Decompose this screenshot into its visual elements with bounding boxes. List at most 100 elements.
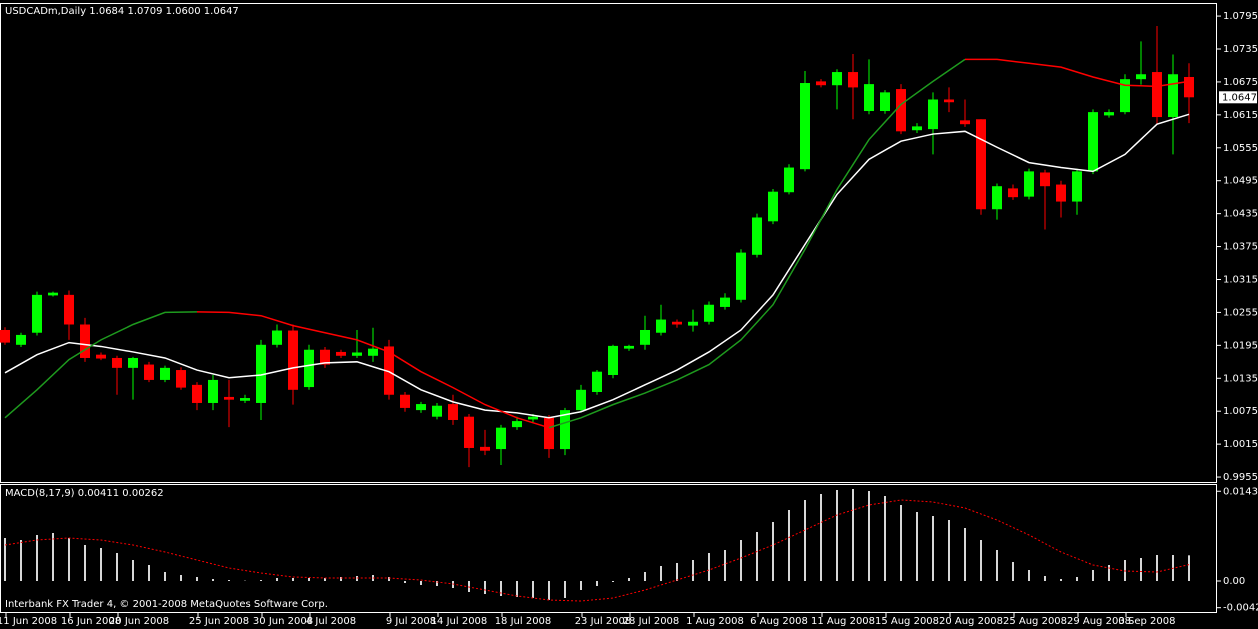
x-tick-label: 30 Jun 2008 xyxy=(253,616,313,627)
histogram-bar xyxy=(276,578,278,581)
candle-body xyxy=(592,371,602,392)
histogram-bar xyxy=(756,532,758,581)
histogram-bar xyxy=(948,520,950,581)
candle-body xyxy=(848,72,858,88)
chart-title: USDCADm,Daily 1.0684 1.0709 1.0600 1.064… xyxy=(5,6,239,17)
histogram-bar xyxy=(196,577,198,581)
histogram-bar xyxy=(116,553,118,581)
candle-body xyxy=(736,252,746,300)
histogram-bar xyxy=(292,578,294,581)
y-tick-label: 0.01436 xyxy=(1223,486,1258,497)
histogram-bar xyxy=(1156,555,1158,581)
x-tick-label: 18 Jul 2008 xyxy=(495,616,552,627)
histogram-bar xyxy=(820,494,822,581)
histogram-bar xyxy=(548,581,550,600)
candle-body xyxy=(608,345,618,375)
y-tick-label: 1.0735 xyxy=(1223,44,1258,55)
candle-body xyxy=(208,379,218,403)
y-tick-label: 1.0495 xyxy=(1223,176,1258,187)
y-tick-label: 1.0675 xyxy=(1223,77,1258,88)
histogram-bar xyxy=(644,572,646,581)
histogram-bar xyxy=(692,560,694,581)
candle-body xyxy=(544,417,554,450)
last-price-label: 1.0647 xyxy=(1222,92,1257,103)
candle-body xyxy=(1024,171,1034,197)
x-tick-label: 9 Jul 2008 xyxy=(386,616,436,627)
line xyxy=(4,499,1190,602)
histogram-bar xyxy=(836,490,838,581)
candle-body xyxy=(160,367,170,380)
candle-body xyxy=(192,384,202,403)
histogram-bar xyxy=(676,563,678,581)
histogram-bar xyxy=(260,580,262,581)
candle-body xyxy=(32,294,42,333)
x-tick-label: 6 Aug 2008 xyxy=(750,616,808,627)
macd-panel-frame xyxy=(0,484,1217,613)
histogram-bar xyxy=(724,550,726,581)
histogram-bar xyxy=(580,581,582,590)
histogram-bar xyxy=(404,581,406,583)
candle-body xyxy=(912,126,922,131)
x-tick-label: 3 Sep 2008 xyxy=(1118,616,1175,627)
histogram-bar xyxy=(324,578,326,581)
candle-body xyxy=(272,330,282,345)
candle-body xyxy=(528,416,538,420)
histogram-bar xyxy=(1044,576,1046,581)
histogram-bar xyxy=(900,505,902,581)
y-tick-label: 1.0555 xyxy=(1223,143,1258,154)
histogram-bar xyxy=(1092,570,1094,581)
candle-body xyxy=(800,83,810,170)
candle-body xyxy=(688,321,698,326)
x-tick-label: 14 Jul 2008 xyxy=(431,616,488,627)
candle-body xyxy=(560,410,570,450)
candle-body xyxy=(928,99,938,130)
histogram-bar xyxy=(932,516,934,581)
candle-body xyxy=(752,217,762,255)
candle-body xyxy=(1072,171,1082,202)
histogram-bar xyxy=(1060,579,1062,581)
candle-body xyxy=(704,304,714,322)
y-tick-label: -0.00427 xyxy=(1223,603,1258,614)
candle-body xyxy=(1056,184,1066,202)
x-tick-label: 1 Aug 2008 xyxy=(686,616,744,627)
candle-body xyxy=(1104,112,1114,116)
candle-body xyxy=(832,72,842,86)
histogram-bar xyxy=(36,535,38,581)
histogram-bar xyxy=(740,540,742,581)
histogram-bar xyxy=(708,553,710,581)
histogram-bar xyxy=(516,581,518,597)
candle-body xyxy=(784,167,794,193)
candle-body xyxy=(1008,188,1018,198)
y-tick-label: 1.0255 xyxy=(1223,307,1258,318)
candle-body xyxy=(336,351,346,356)
histogram-bar xyxy=(852,489,854,581)
line xyxy=(4,113,1190,419)
histogram-bar xyxy=(1012,562,1014,581)
histogram-bar xyxy=(484,581,486,594)
x-tick-label: 29 Aug 2008 xyxy=(1067,616,1131,627)
candle-body xyxy=(496,427,506,450)
histogram-bar xyxy=(788,510,790,581)
candle-body xyxy=(480,446,490,451)
histogram-bar xyxy=(1028,570,1030,581)
histogram-bar xyxy=(1076,577,1078,581)
candle-body xyxy=(816,81,826,86)
histogram-bar xyxy=(980,540,982,581)
histogram-bar xyxy=(164,572,166,581)
histogram-bar xyxy=(52,533,54,581)
histogram-bar xyxy=(1188,555,1190,581)
last-price-box xyxy=(1219,91,1257,104)
candle-body xyxy=(1168,74,1178,118)
candle-body xyxy=(144,364,154,380)
y-tick-label: 1.0075 xyxy=(1223,406,1258,417)
y-tick-label: 1.0315 xyxy=(1223,274,1258,285)
candle-body xyxy=(960,120,970,125)
histogram-bar xyxy=(868,491,870,581)
candle-body xyxy=(368,348,378,356)
candle-body xyxy=(288,330,298,390)
histogram-bar xyxy=(340,577,342,581)
candle-body xyxy=(176,370,186,388)
candle-body xyxy=(640,329,650,345)
price-panel-frame xyxy=(0,3,1217,483)
